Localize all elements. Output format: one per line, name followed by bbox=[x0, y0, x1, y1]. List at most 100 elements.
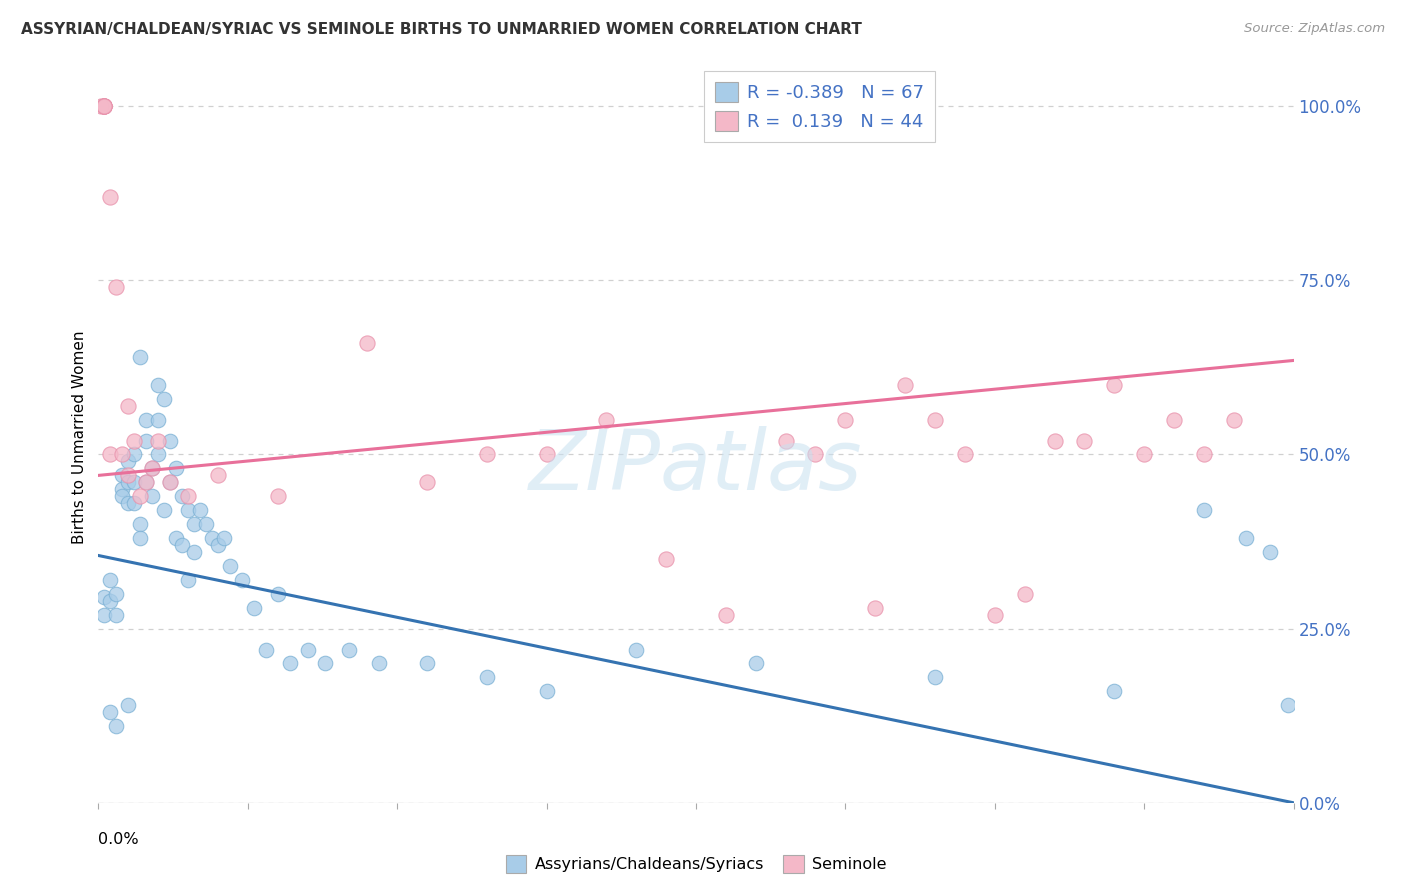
Point bbox=[953, 448, 976, 462]
Point bbox=[278, 657, 301, 671]
Point bbox=[188, 503, 211, 517]
Point bbox=[93, 591, 115, 605]
Point bbox=[135, 475, 157, 490]
Point bbox=[714, 607, 737, 622]
Legend: Assyrians/Chaldeans/Syriacs, Seminole: Assyrians/Chaldeans/Syriacs, Seminole bbox=[499, 849, 893, 879]
Point bbox=[745, 657, 768, 671]
Point bbox=[105, 607, 128, 622]
Point bbox=[536, 448, 558, 462]
Point bbox=[834, 412, 856, 426]
Point bbox=[93, 99, 115, 113]
Point bbox=[1104, 377, 1126, 392]
Point bbox=[111, 489, 134, 503]
Point bbox=[1073, 434, 1095, 448]
Point bbox=[100, 448, 122, 462]
Point bbox=[177, 573, 200, 587]
Point bbox=[93, 99, 115, 113]
Point bbox=[416, 657, 439, 671]
Point bbox=[111, 468, 134, 483]
Point bbox=[105, 719, 128, 733]
Point bbox=[195, 517, 218, 532]
Point bbox=[141, 461, 163, 475]
Point bbox=[267, 489, 290, 503]
Point bbox=[172, 489, 194, 503]
Point bbox=[177, 503, 200, 517]
Point bbox=[626, 642, 648, 657]
Point bbox=[124, 448, 146, 462]
Point bbox=[1163, 412, 1185, 426]
Point bbox=[129, 350, 152, 364]
Point bbox=[117, 496, 139, 510]
Point bbox=[1277, 698, 1299, 713]
Point bbox=[924, 670, 946, 684]
Point bbox=[368, 657, 391, 671]
Point bbox=[177, 489, 200, 503]
Point bbox=[1043, 434, 1066, 448]
Point bbox=[117, 468, 139, 483]
Point bbox=[1223, 412, 1246, 426]
Point bbox=[93, 99, 115, 113]
Point bbox=[105, 587, 128, 601]
Point bbox=[135, 434, 157, 448]
Point bbox=[159, 475, 181, 490]
Point bbox=[117, 454, 139, 468]
Point bbox=[100, 594, 122, 608]
Point bbox=[117, 698, 139, 713]
Point bbox=[159, 434, 181, 448]
Point bbox=[775, 434, 797, 448]
Point bbox=[655, 552, 678, 566]
Point bbox=[124, 496, 146, 510]
Point bbox=[124, 475, 146, 490]
Point bbox=[475, 448, 498, 462]
Point bbox=[172, 538, 194, 552]
Point bbox=[1133, 448, 1156, 462]
Point bbox=[254, 642, 277, 657]
Point bbox=[100, 705, 122, 719]
Point bbox=[141, 461, 163, 475]
Point bbox=[231, 573, 253, 587]
Point bbox=[148, 412, 170, 426]
Point bbox=[148, 448, 170, 462]
Point bbox=[201, 531, 224, 545]
Point bbox=[212, 531, 235, 545]
Text: ASSYRIAN/CHALDEAN/SYRIAC VS SEMINOLE BIRTHS TO UNMARRIED WOMEN CORRELATION CHART: ASSYRIAN/CHALDEAN/SYRIAC VS SEMINOLE BIR… bbox=[21, 22, 862, 37]
Point bbox=[865, 600, 887, 615]
Point bbox=[356, 336, 378, 351]
Point bbox=[1192, 448, 1215, 462]
Point bbox=[135, 412, 157, 426]
Point bbox=[100, 190, 122, 204]
Point bbox=[924, 412, 946, 426]
Point bbox=[894, 377, 917, 392]
Point bbox=[129, 489, 152, 503]
Y-axis label: Births to Unmarried Women: Births to Unmarried Women bbox=[72, 330, 87, 544]
Point bbox=[153, 392, 176, 406]
Point bbox=[207, 468, 229, 483]
Point bbox=[117, 399, 139, 413]
Point bbox=[315, 657, 337, 671]
Text: Source: ZipAtlas.com: Source: ZipAtlas.com bbox=[1244, 22, 1385, 36]
Text: ZIPatlas: ZIPatlas bbox=[529, 425, 863, 507]
Point bbox=[93, 99, 115, 113]
Point bbox=[165, 461, 187, 475]
Point bbox=[984, 607, 1007, 622]
Point bbox=[1234, 531, 1257, 545]
Point bbox=[243, 600, 266, 615]
Point bbox=[536, 684, 558, 698]
Point bbox=[339, 642, 360, 657]
Point bbox=[124, 434, 146, 448]
Point bbox=[165, 531, 187, 545]
Text: 0.0%: 0.0% bbox=[98, 832, 139, 847]
Point bbox=[111, 483, 134, 497]
Point bbox=[183, 545, 205, 559]
Point bbox=[153, 503, 176, 517]
Point bbox=[129, 517, 152, 532]
Point bbox=[105, 280, 128, 294]
Point bbox=[141, 489, 163, 503]
Point bbox=[1014, 587, 1036, 601]
Point bbox=[207, 538, 229, 552]
Point bbox=[93, 99, 115, 113]
Point bbox=[267, 587, 290, 601]
Point bbox=[1258, 545, 1281, 559]
Point bbox=[90, 99, 112, 113]
Point bbox=[148, 377, 170, 392]
